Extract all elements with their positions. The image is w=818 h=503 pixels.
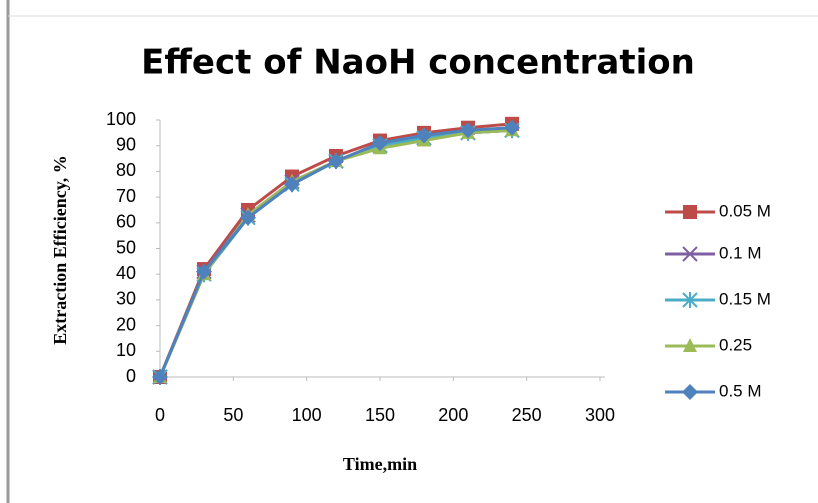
marker	[504, 119, 520, 136]
legend-marker	[682, 384, 698, 400]
y-tick-label: 50	[116, 237, 136, 257]
marker	[328, 153, 344, 170]
chart-title: Effect of NaoH concentration	[141, 43, 695, 83]
legend-label: 0.5 M	[719, 381, 762, 400]
y-tick-label: 90	[116, 134, 136, 154]
legend-label: 0.25	[719, 335, 752, 354]
marker	[240, 209, 256, 226]
y-tick-label: 30	[116, 289, 136, 309]
y-tick-label: 100	[106, 109, 136, 129]
x-tick-label: 50	[223, 405, 243, 425]
y-tick-label: 10	[116, 340, 136, 360]
x-tick-label: 250	[512, 405, 542, 425]
y-tick-label: 80	[116, 160, 136, 180]
y-axis-label: Extraction Efficiency, %	[50, 155, 70, 344]
x-tick-label: 200	[438, 405, 468, 425]
legend-label: 0.1 M	[719, 243, 762, 262]
x-tick-label: 0	[155, 405, 165, 425]
legend-marker	[683, 338, 697, 352]
marker	[284, 176, 300, 193]
legend-label: 0.15 M	[719, 289, 771, 308]
x-tick-label: 100	[292, 405, 322, 425]
y-tick-label: 20	[116, 314, 136, 334]
legend-marker	[683, 205, 697, 219]
y-tick-label: 0	[126, 366, 136, 386]
x-tick-label: 300	[585, 405, 615, 425]
marker	[196, 263, 212, 280]
marker	[460, 122, 476, 139]
legend-marker	[682, 292, 698, 308]
legend-marker	[682, 246, 698, 262]
y-tick-label: 60	[116, 212, 136, 232]
x-tick-label: 150	[365, 405, 395, 425]
marker	[416, 127, 432, 144]
marker	[372, 135, 388, 152]
legend-label: 0.05 M	[719, 201, 771, 220]
y-tick-label: 40	[116, 263, 136, 283]
y-tick-label: 70	[116, 186, 136, 206]
x-axis-label: Time,min	[343, 454, 417, 474]
marker	[152, 369, 168, 385]
